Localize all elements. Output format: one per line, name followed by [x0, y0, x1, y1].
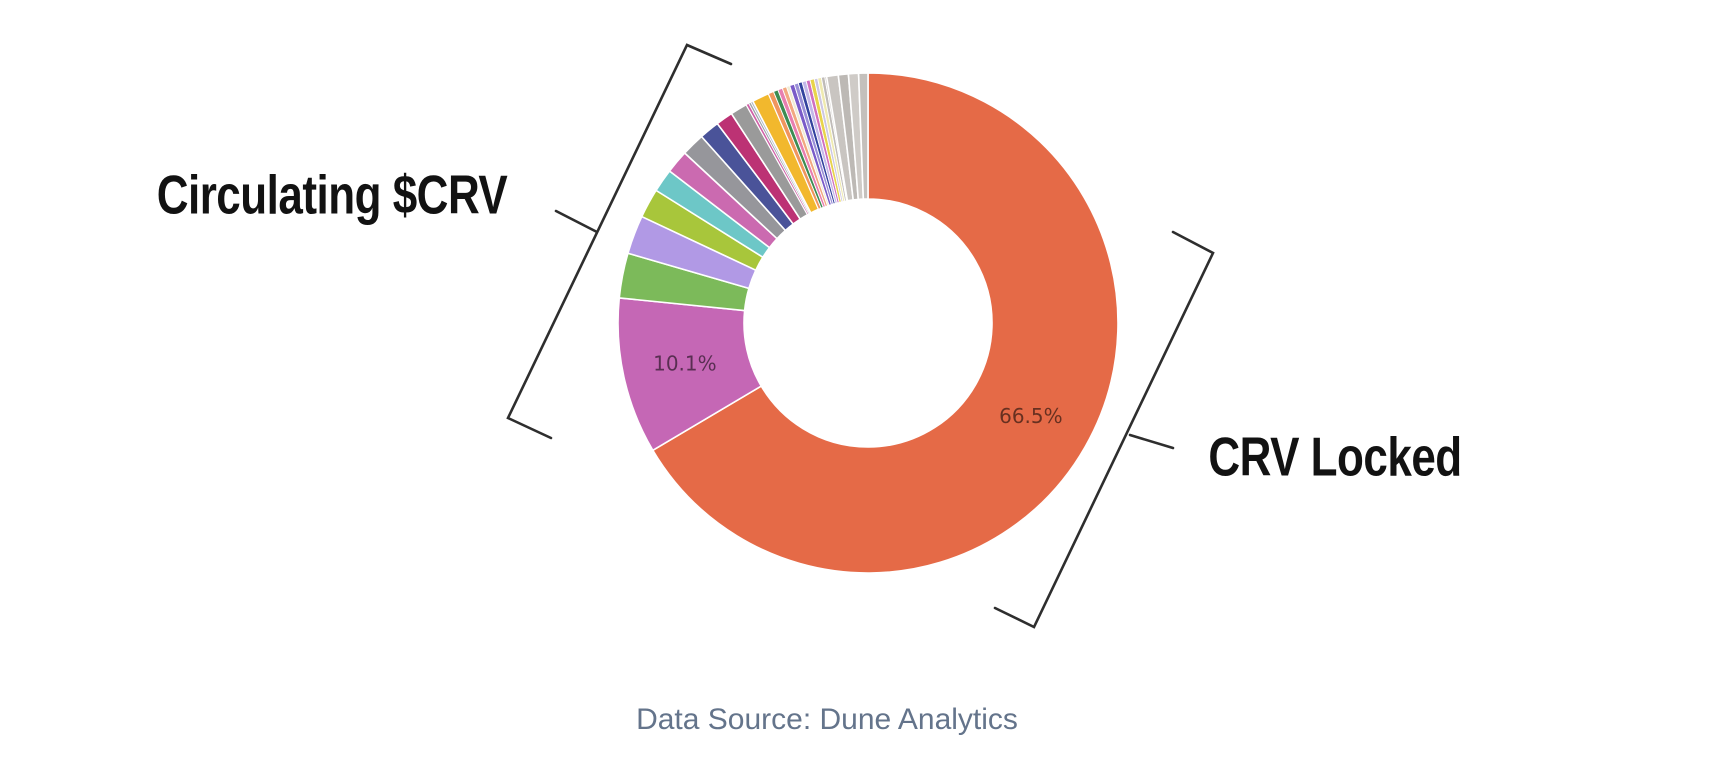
crv-locked-label: CRV Locked: [1208, 427, 1462, 488]
left-callout-bracket: [506, 43, 733, 440]
slice-33: [857, 72, 869, 200]
slice-crv-locked: [652, 72, 1119, 574]
pct-label-0: 66.5%: [999, 404, 1063, 428]
pct-label-1: 10.1%: [653, 351, 717, 375]
donut-slices: [617, 72, 1119, 574]
percent-labels: 66.5% 10.1%: [653, 351, 1063, 428]
right-callout-bracket: [993, 230, 1215, 629]
circulating-crv-label: Circulating $CRV: [156, 165, 508, 226]
data-source-caption: Data Source: Dune Analytics: [636, 703, 1018, 736]
